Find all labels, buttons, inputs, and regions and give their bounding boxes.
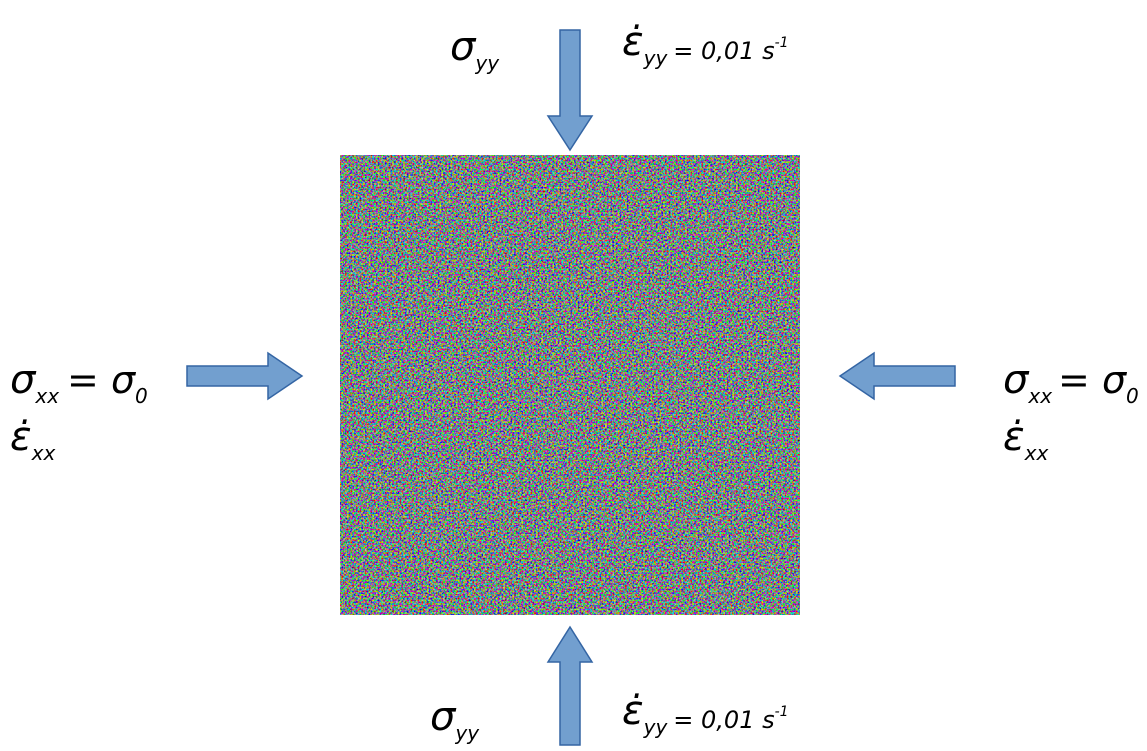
symbol: σ: [430, 694, 457, 740]
value: = 0,01 s: [673, 706, 774, 734]
arrow-bottom: [548, 627, 592, 745]
subscript: yy: [643, 46, 669, 70]
arrow-top: [548, 30, 592, 150]
arrow-right: [840, 353, 955, 399]
subscript: 0: [135, 384, 148, 408]
stress-label: σxx= σ0: [1003, 357, 1139, 408]
subscript: xx: [1027, 384, 1052, 408]
equals: = σ: [67, 358, 137, 402]
strain-rate-label: ε̇yy= 0,01 s-1: [622, 688, 789, 739]
subscript: yy: [454, 721, 480, 745]
subscript: yy: [474, 51, 500, 75]
symbol: ε̇: [1003, 414, 1025, 460]
symbol: ε̇: [622, 688, 644, 734]
symbol: σ: [450, 24, 477, 70]
stress-label: σxx = σ0: [10, 357, 148, 408]
subscript: xx: [34, 384, 59, 408]
value: = 0,01 s: [673, 37, 774, 65]
strain-rate-label: ε̇yy= 0,01 s-1: [622, 19, 789, 70]
arrow-left: [187, 353, 302, 399]
subscript: xx: [31, 441, 56, 465]
symbol: σ: [10, 357, 37, 403]
subscript: yy: [643, 715, 669, 739]
stress-label: σyy: [450, 24, 500, 75]
equals: = σ: [1058, 358, 1128, 402]
symbol: ε̇: [10, 414, 32, 460]
subscript: xx: [1024, 441, 1049, 465]
symbol: ε̇: [622, 19, 644, 65]
superscript: -1: [775, 704, 789, 720]
subscript: 0: [1126, 384, 1139, 408]
superscript: -1: [775, 35, 789, 51]
strain-rate-label: ε̇xx: [1003, 414, 1048, 465]
diagram: σyy ε̇yy= 0,01 s-1 σxx= σ0 ε̇xx σxx= σ0 …: [0, 0, 1147, 751]
particle-sample: [340, 155, 800, 615]
strain-rate-label: ε̇xx: [10, 414, 55, 465]
stress-label: σyy: [430, 694, 480, 745]
symbol: σ: [1003, 357, 1030, 403]
